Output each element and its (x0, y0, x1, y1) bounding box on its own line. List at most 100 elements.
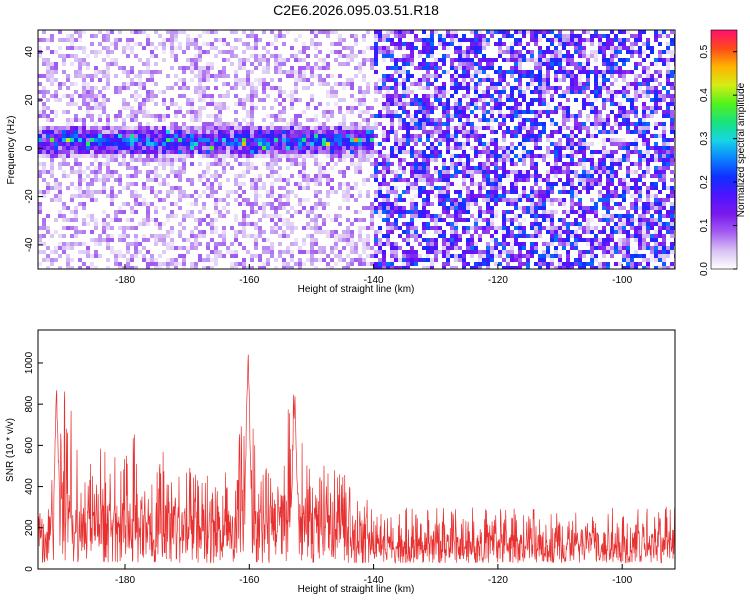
heatmap-cell (134, 238, 138, 242)
heatmap-cell (254, 42, 258, 46)
heatmap-cell (474, 66, 478, 70)
heatmap-cell (542, 126, 546, 130)
heatmap-cell (586, 38, 590, 42)
heatmap-cell (122, 146, 126, 150)
heatmap-cell (610, 226, 614, 230)
heatmap-cell (618, 102, 622, 106)
heatmap-cell (206, 130, 210, 134)
heatmap-cell (350, 162, 354, 166)
heatmap-cell (94, 122, 98, 126)
heatmap-cell (498, 90, 502, 94)
heatmap-cell (642, 94, 646, 98)
heatmap-cell (358, 162, 362, 166)
heatmap-cell (218, 50, 222, 54)
heatmap-cell (650, 202, 654, 206)
heatmap-cell (602, 226, 606, 230)
heatmap-cell (150, 94, 154, 98)
heatmap-cell (594, 126, 598, 130)
heatmap-cell (518, 42, 522, 46)
heatmap-cell (214, 190, 218, 194)
heatmap-cell (530, 186, 534, 190)
heatmap-cell (398, 38, 402, 42)
heatmap-cell (150, 42, 154, 46)
heatmap-cell (258, 194, 262, 198)
heatmap-cell (586, 210, 590, 214)
heatmap-cell (102, 134, 106, 138)
heatmap-cell (474, 222, 478, 226)
heatmap-cell (450, 94, 454, 98)
heatmap-cell (218, 94, 222, 98)
heatmap-cell (98, 130, 102, 134)
heatmap-cell (426, 210, 430, 214)
heatmap-cell (282, 98, 286, 102)
heatmap-cell (410, 114, 414, 118)
heatmap-cell (390, 102, 394, 106)
heatmap-cell (494, 210, 498, 214)
heatmap-cell (154, 238, 158, 242)
heatmap-cell (446, 182, 450, 186)
heatmap-cell (590, 38, 594, 42)
heatmap-cell (582, 174, 586, 178)
heatmap-cell (342, 194, 346, 198)
heatmap-cell (434, 70, 438, 74)
heatmap-cell (658, 98, 662, 102)
heatmap-cell (538, 66, 542, 70)
heatmap-cell (598, 150, 602, 154)
heatmap-cell (606, 182, 610, 186)
heatmap-cell (242, 214, 246, 218)
heatmap-cell (614, 130, 618, 134)
heatmap-cell (434, 62, 438, 66)
heatmap-cell (602, 50, 606, 54)
heatmap-cell (382, 106, 386, 110)
heatmap-cell (314, 230, 318, 234)
heatmap-cell (454, 102, 458, 106)
heatmap-cell (298, 186, 302, 190)
heatmap-cell (262, 162, 266, 166)
heatmap-cell (562, 106, 566, 110)
heatmap-cell (46, 150, 50, 154)
heatmap-cell (50, 110, 54, 114)
heatmap-cell (542, 178, 546, 182)
heatmap-cell (362, 130, 366, 134)
heatmap-cell (274, 58, 278, 62)
heatmap-cell (426, 94, 430, 98)
heatmap-cell (558, 138, 562, 142)
heatmap-cell (226, 202, 230, 206)
heatmap-cell (378, 30, 382, 34)
heatmap-cell (462, 146, 466, 150)
heatmap-cell (150, 142, 154, 146)
heatmap-cell (234, 94, 238, 98)
heatmap-cell (662, 186, 666, 190)
heatmap-cell (190, 214, 194, 218)
heatmap-cell (318, 58, 322, 62)
heatmap-cell (522, 138, 526, 142)
heatmap-cell (322, 170, 326, 174)
heatmap-cell (614, 90, 618, 94)
heatmap-cell (78, 194, 82, 198)
heatmap-cell (106, 142, 110, 146)
heatmap-cell (250, 150, 254, 154)
heatmap-cell (142, 234, 146, 238)
heatmap-cell (482, 46, 486, 50)
heatmap-cell (302, 146, 306, 150)
heatmap-cell (526, 150, 530, 154)
heatmap-cell (146, 134, 150, 138)
heatmap-cell (234, 150, 238, 154)
heatmap-cell (554, 50, 558, 54)
heatmap-cell (542, 50, 546, 54)
heatmap-cell (130, 174, 134, 178)
heatmap-cell (162, 158, 166, 162)
heatmap-cell (414, 230, 418, 234)
heatmap-cell (182, 170, 186, 174)
heatmap-cell (70, 118, 74, 122)
heatmap-cell (86, 174, 90, 178)
heatmap-cell (298, 122, 302, 126)
heatmap-cell (618, 122, 622, 126)
heatmap-cell (634, 34, 638, 38)
heatmap-cell (390, 94, 394, 98)
heatmap-cell (566, 126, 570, 130)
heatmap-cell (398, 166, 402, 170)
heatmap-cell (522, 110, 526, 114)
heatmap-cell (94, 238, 98, 242)
heatmap-cell (418, 118, 422, 122)
